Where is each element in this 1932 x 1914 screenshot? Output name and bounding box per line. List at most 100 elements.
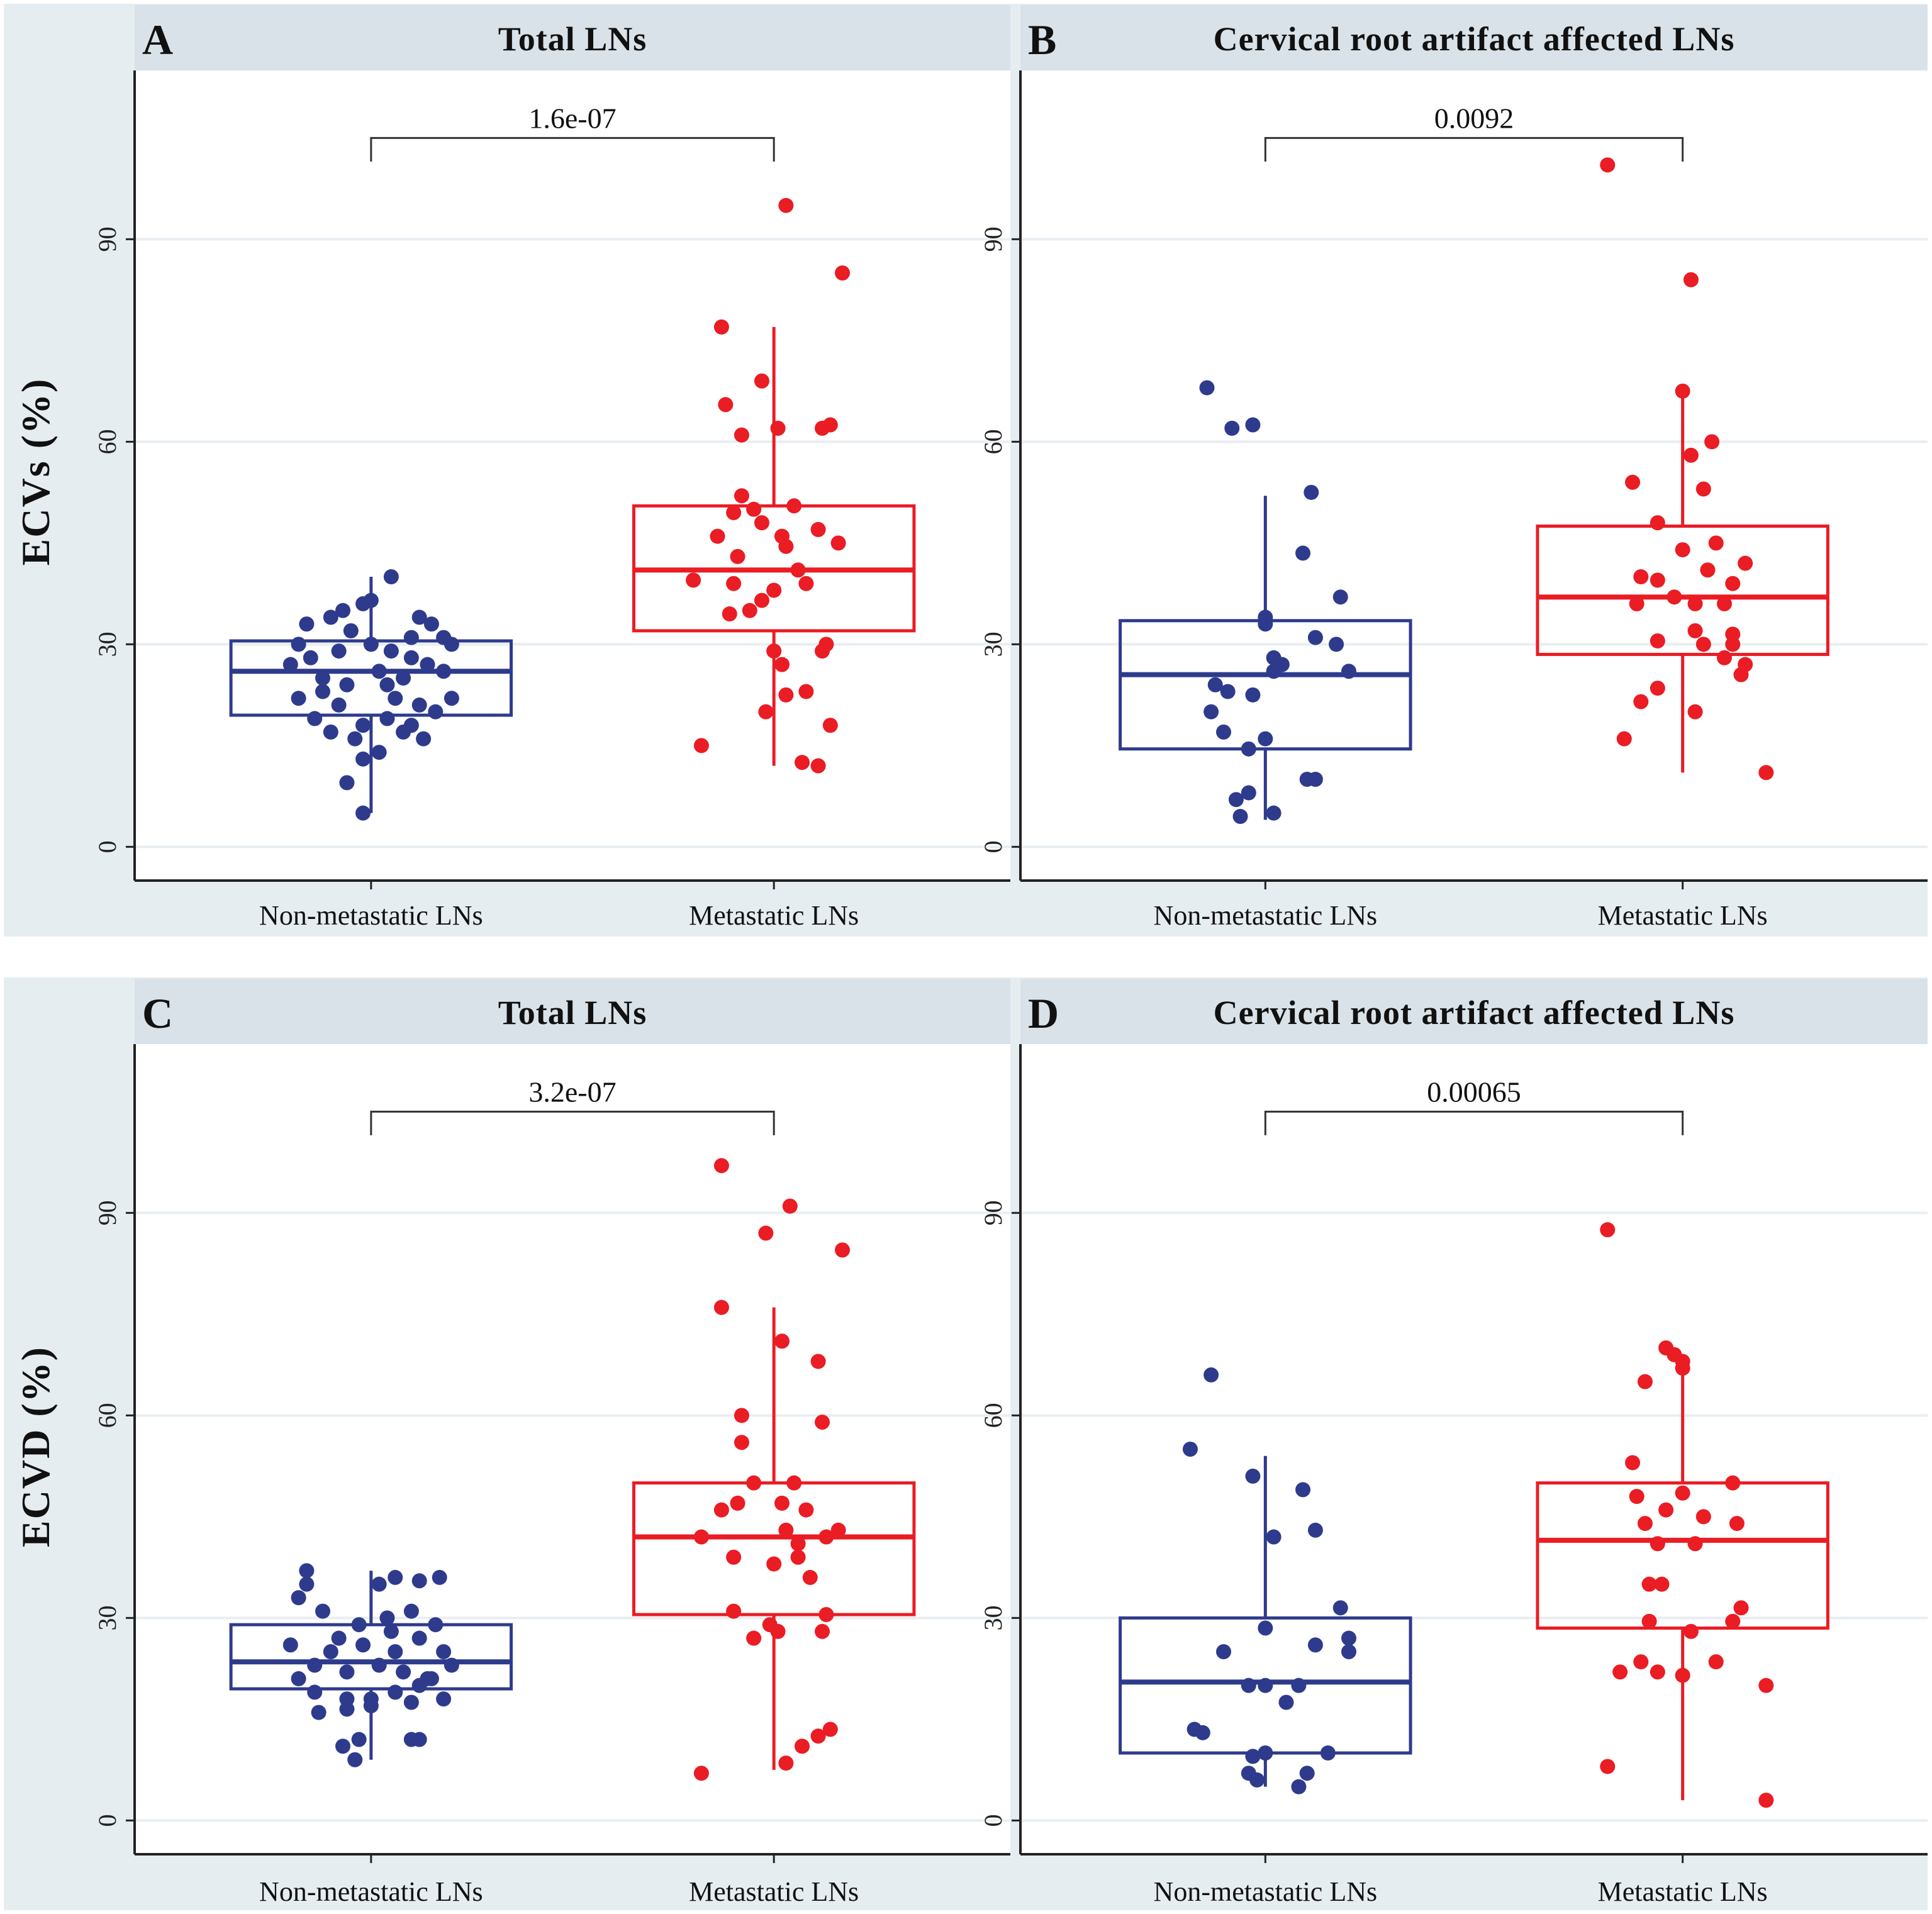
data-point <box>371 745 387 760</box>
data-point <box>1228 792 1244 808</box>
plot-area <box>135 1044 1010 1854</box>
y-tick-label: 0 <box>93 840 121 853</box>
data-point <box>1650 515 1665 531</box>
data-point <box>778 538 794 554</box>
data-point <box>411 1573 427 1589</box>
panel-a: A Total LNs 0 30 60 90 Non-metastatic LNs Metas… <box>93 5 1010 931</box>
panel-title: Total LNs <box>498 20 647 58</box>
data-point <box>1341 664 1357 679</box>
panel-d: D Cervical root artifact affected LNs 0 30 6… <box>979 979 1928 1907</box>
data-point <box>1733 667 1749 682</box>
panels-layer: A Total LNs 0 30 60 90 Non-metastatic LNs Metas… <box>93 5 1928 1907</box>
data-point <box>814 1623 830 1639</box>
data-point <box>331 1630 347 1646</box>
data-point <box>726 576 742 591</box>
data-point <box>403 1603 419 1619</box>
data-point <box>1675 542 1690 558</box>
data-point <box>1675 1485 1690 1501</box>
panel-c: C Total LNs 0 30 60 90 Non-metastatic LNs Metas… <box>93 979 1010 1907</box>
data-point <box>396 724 411 740</box>
data-point <box>1216 1644 1232 1659</box>
data-point <box>428 704 444 720</box>
data-point <box>1329 637 1344 652</box>
data-point <box>1258 616 1273 632</box>
data-point <box>436 664 452 679</box>
data-point <box>766 582 782 598</box>
data-point <box>1725 626 1741 642</box>
panel-strip <box>135 5 1010 70</box>
data-point <box>1600 1759 1616 1774</box>
x-tick-label: Metastatic LNs <box>689 1876 859 1907</box>
data-point <box>1600 1222 1616 1238</box>
y-tick-label: 60 <box>93 1403 121 1428</box>
data-point <box>1249 1772 1265 1788</box>
data-point <box>794 755 810 771</box>
box <box>1536 525 1829 656</box>
data-point <box>1600 157 1616 173</box>
series-metastatic <box>1536 157 1829 781</box>
series-non-metastatic <box>229 569 513 821</box>
p-value-label: 0.00065 <box>1427 1076 1521 1108</box>
data-point <box>1258 731 1273 747</box>
data-point <box>1182 1442 1198 1457</box>
data-point <box>1729 1516 1745 1532</box>
data-point <box>754 593 769 608</box>
panel-title: Cervical root artifact affected LNs <box>1214 994 1735 1032</box>
data-point <box>730 548 745 564</box>
data-point <box>331 643 347 659</box>
data-point <box>444 1657 459 1673</box>
data-point <box>347 1752 363 1767</box>
data-point <box>432 1569 447 1585</box>
data-point <box>1207 677 1223 693</box>
data-point <box>1704 434 1720 450</box>
data-point <box>1295 1482 1311 1498</box>
data-point <box>351 1732 367 1747</box>
data-point <box>323 609 338 625</box>
data-point <box>1307 1637 1323 1653</box>
series-metastatic <box>1536 1222 1829 1808</box>
data-point <box>766 643 782 659</box>
plot-area <box>1020 1044 1928 1854</box>
data-point <box>1299 1766 1315 1781</box>
data-point <box>1307 1522 1323 1538</box>
data-point <box>331 697 347 713</box>
significance-bracket <box>370 136 775 162</box>
data-point <box>693 738 709 754</box>
data-point <box>403 650 419 665</box>
data-point <box>1203 1367 1219 1383</box>
significance-bracket <box>1264 1110 1684 1135</box>
data-point <box>379 1610 395 1626</box>
data-point <box>1675 1667 1690 1683</box>
data-point <box>798 1502 814 1518</box>
data-point <box>758 704 774 720</box>
data-point <box>1258 1678 1273 1693</box>
data-point <box>1332 589 1348 605</box>
data-point <box>734 1435 749 1450</box>
data-point <box>722 606 737 622</box>
data-point <box>1295 545 1311 561</box>
y-tick-label: 0 <box>979 1814 1007 1827</box>
data-point <box>1641 1576 1657 1592</box>
data-point <box>822 1722 838 1737</box>
data-point <box>693 1529 709 1545</box>
data-point <box>778 198 794 213</box>
data-point <box>291 637 306 652</box>
data-point <box>1291 1678 1307 1693</box>
p-value-label: 1.6e-07 <box>528 102 616 134</box>
data-point <box>1320 1745 1336 1761</box>
series-non-metastatic <box>1119 380 1412 825</box>
data-point <box>1241 1678 1256 1693</box>
data-point <box>403 630 419 645</box>
p-value-label: 0.0092 <box>1434 102 1514 134</box>
data-point <box>1650 633 1665 648</box>
data-point <box>790 1536 806 1552</box>
data-point <box>1695 1509 1711 1525</box>
y-axis-title-bottom: ECVD (%) <box>13 1346 58 1547</box>
x-tick-label: Metastatic LNs <box>689 900 859 931</box>
data-point <box>1716 650 1732 665</box>
data-point <box>1633 569 1649 584</box>
data-point <box>1725 576 1741 591</box>
data-point <box>1245 1749 1261 1764</box>
data-point <box>713 1502 729 1518</box>
data-point <box>1650 1664 1665 1680</box>
